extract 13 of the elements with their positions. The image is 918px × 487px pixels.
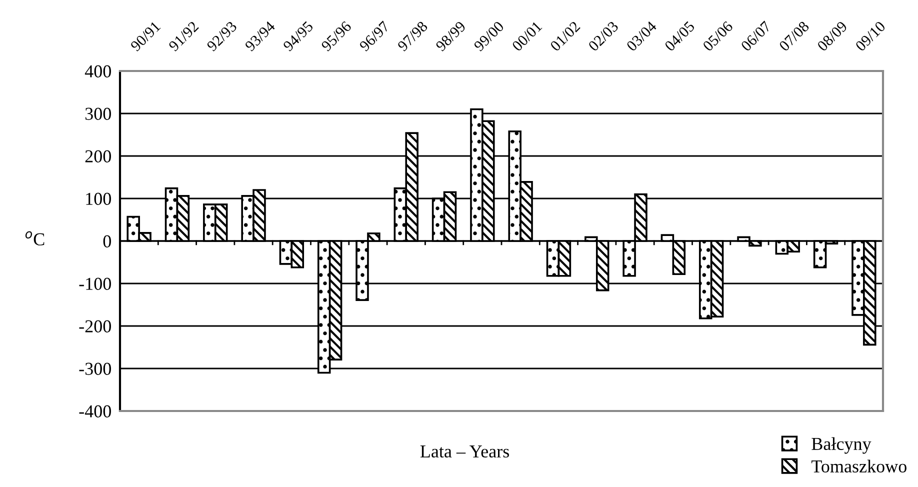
y-tick-label: 400 [84, 65, 111, 78]
y-tick-label: 300 [85, 108, 111, 120]
y-tick-label: 200 [85, 150, 111, 162]
y-tick-label: -200 [79, 320, 111, 332]
y-tick-label: 100 [86, 192, 111, 205]
legend-label: Bałcyny [812, 437, 872, 454]
y-tick-label: -300 [79, 362, 111, 375]
y-axis-title: $^{o}$C [25, 231, 44, 246]
y-tick-label: 0 [103, 235, 111, 248]
y-tick-label: -100 [79, 278, 111, 290]
x-axis-title: Lata – Years [420, 446, 509, 458]
y-tick-label: -400 [79, 405, 111, 418]
legend-label: Tomaszkowo [811, 460, 906, 472]
